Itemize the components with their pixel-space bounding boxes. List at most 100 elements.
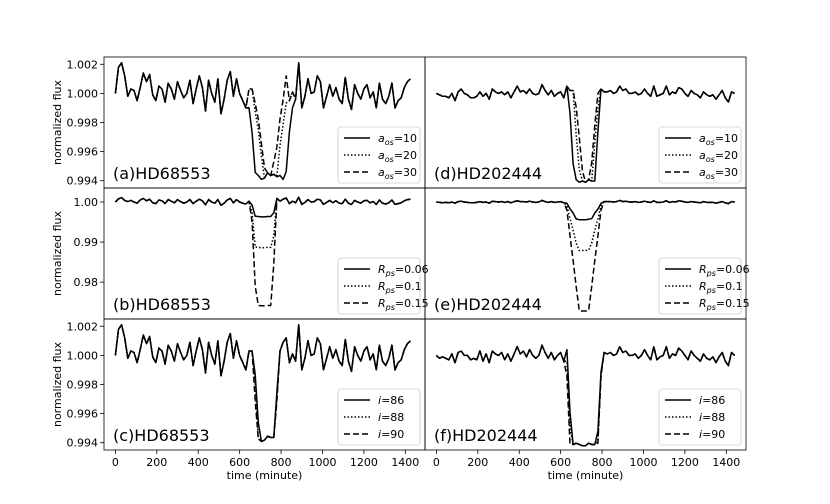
x-tick-label: 600: [550, 456, 571, 469]
legend: i=86i=88i=90: [337, 388, 421, 446]
legend-label: aos=30: [378, 166, 417, 181]
legend-label: i=90: [378, 428, 404, 441]
axes-frame: [424, 318, 747, 451]
legend-value: =20: [394, 149, 417, 162]
y-tick-label: 1.000: [67, 349, 99, 362]
y-tick-label: 0.996: [67, 146, 99, 159]
panel-label: (c)HD68553: [113, 426, 210, 445]
legend-value: =0.15: [395, 297, 429, 310]
legend-subscript: os: [706, 172, 715, 181]
legend-value: =30: [394, 166, 417, 179]
legend-label: aos=20: [378, 149, 417, 164]
legend-value: =88: [702, 411, 725, 424]
x-tick-label: 1400: [712, 456, 740, 469]
legend-symbol: i: [699, 428, 702, 441]
x-tick-label: 800: [592, 456, 613, 469]
series-line-1: [114, 324, 412, 443]
x-axis-label: time (minute): [227, 469, 303, 482]
x-tick-label: 1400: [391, 456, 419, 469]
series-line-1: [435, 344, 736, 447]
legend-value: =90: [702, 428, 725, 441]
panel-b: 0.98 0.99 1.00 normalized flux (b)HD68553 Rps…: [51, 187, 429, 320]
x-tick-label: 400: [188, 456, 209, 469]
legend-subscript: os: [706, 138, 715, 147]
legend-symbol: i: [378, 394, 381, 407]
legend-symbol: R: [378, 263, 386, 276]
series-group-f: [435, 344, 736, 447]
legend-subscript: os: [385, 155, 394, 164]
x-tick-label: 800: [271, 456, 292, 469]
legend-symbol: a: [378, 149, 385, 162]
legend-symbol: a: [699, 132, 706, 145]
y-tick-label: 1.00: [74, 196, 99, 209]
series-group-e: [436, 199, 735, 312]
panel-label: (e)HD202444: [434, 295, 542, 314]
y-tick-label: 1.002: [67, 320, 99, 333]
x-tick-label: 1000: [308, 456, 336, 469]
x-tick-label: 0: [433, 456, 440, 469]
y-tick-label: 1.000: [67, 87, 99, 100]
legend-box: [337, 126, 421, 184]
panel-c: 0.994 0.996 0.998 1.000 1.002 0 200 400 600 800 10…: [51, 318, 426, 482]
legend-symbol: a: [378, 132, 385, 145]
legend-box: [658, 257, 742, 315]
legend-subscript: ps: [385, 286, 395, 295]
legend-value: =0.1: [395, 280, 422, 293]
series-line-1: [114, 196, 411, 218]
y-tick-label: 0.994: [67, 437, 99, 450]
series-group-d: [436, 83, 735, 184]
legend-symbol: R: [378, 280, 386, 293]
legend-label: i=88: [699, 411, 725, 424]
series-group-c: [114, 324, 412, 443]
y-tick-label: 0.996: [67, 408, 99, 421]
x-tick-label: 1000: [629, 456, 657, 469]
legend-subscript: ps: [706, 269, 716, 278]
legend-value: =10: [394, 132, 417, 145]
y-tick-label: 0.98: [74, 276, 99, 289]
legend-symbol: i: [699, 411, 702, 424]
legend-value: =86: [381, 394, 404, 407]
legend-value: =0.06: [395, 263, 429, 276]
legend-label: aos=30: [699, 166, 738, 181]
legend-box: [337, 257, 421, 315]
x-tick-label: 1200: [350, 456, 378, 469]
legend-value: =20: [715, 149, 738, 162]
legend-label: i=86: [378, 394, 404, 407]
y-tick-label: 0.99: [74, 236, 99, 249]
legend-label: aos=10: [699, 132, 738, 147]
x-tick-label: 400: [509, 456, 530, 469]
y-tick-label: 0.994: [67, 175, 99, 188]
series-group-b: [114, 196, 411, 307]
legend-value: =0.1: [716, 280, 743, 293]
legend-label: i=86: [699, 394, 725, 407]
legend-symbol: R: [699, 297, 707, 310]
legend-label: aos=20: [699, 149, 738, 164]
legend-symbol: R: [699, 280, 707, 293]
legend-subscript: ps: [385, 269, 395, 278]
x-tick-label: 600: [229, 456, 250, 469]
panel-label: (f)HD202444: [434, 426, 538, 445]
legend-label: Rps=0.15: [378, 297, 429, 312]
legend-symbol: a: [699, 166, 706, 179]
legend-symbol: R: [699, 263, 707, 276]
legend-label: aos=10: [378, 132, 417, 147]
legend-box: [337, 388, 421, 446]
y-axis-label: normalized flux: [51, 79, 64, 165]
legend-label: Rps=0.06: [699, 263, 750, 278]
legend-subscript: ps: [385, 303, 395, 312]
panel-f: 0 200 400 600 800 1000 1200 1400 time (minute) (f…: [424, 318, 747, 482]
legend-label: Rps=0.15: [699, 297, 750, 312]
panel-label: (a)HD68553: [113, 164, 211, 183]
legend-subscript: os: [706, 155, 715, 164]
legend-label: i=90: [699, 428, 725, 441]
legend-value: =30: [715, 166, 738, 179]
legend-value: =0.06: [716, 263, 750, 276]
legend-box: [658, 126, 742, 184]
legend-symbol: i: [378, 411, 381, 424]
